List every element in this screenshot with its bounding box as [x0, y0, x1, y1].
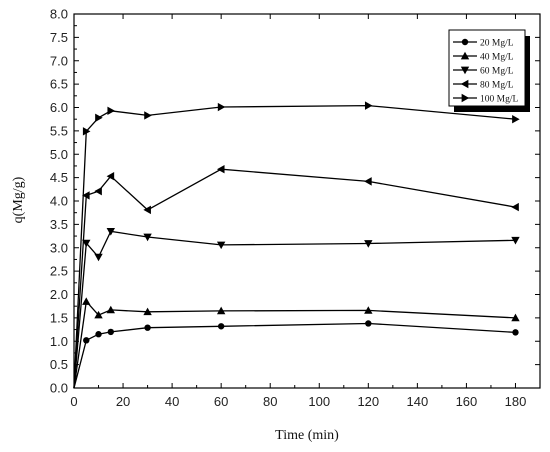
data-point: [144, 111, 152, 120]
data-point: [95, 331, 102, 338]
series-layer: [73, 101, 520, 389]
series-line: [73, 300, 516, 389]
data-point: [512, 329, 519, 336]
legend: 20 Mg/L 40 Mg/L 60 Mg/L 80 Mg/L 100 Mg/L: [448, 29, 530, 112]
data-point: [364, 101, 373, 110]
y-tick-label: 7.5: [50, 30, 68, 45]
y-tick-label: 1.5: [50, 310, 68, 325]
data-point: [217, 102, 226, 112]
x-tick-label: 120: [357, 394, 379, 409]
x-axis: 0 20 40 60 80 100 120 140 160 180: [70, 14, 541, 409]
data-point: [106, 228, 115, 236]
data-point: [216, 306, 226, 315]
x-tick-label: 140: [407, 394, 429, 409]
y-tick-label: 4.5: [50, 170, 68, 185]
series-5: [73, 101, 520, 389]
legend-label: 80 Mg/L: [480, 81, 514, 91]
x-tick-label: 0: [70, 394, 77, 409]
series-4: [73, 165, 519, 389]
data-point: [95, 113, 103, 122]
data-point: [364, 177, 372, 186]
legend-label: 60 Mg/L: [480, 67, 514, 77]
legend-marker: [461, 38, 469, 46]
data-point: [217, 323, 225, 330]
data-point: [94, 253, 103, 262]
legend-marker: [460, 79, 469, 89]
data-point: [82, 239, 91, 248]
y-tick-label: 4.0: [50, 194, 68, 209]
data-point: [364, 306, 373, 314]
y-tick-label: 1.0: [50, 334, 68, 349]
x-tick-label: 100: [308, 394, 330, 409]
data-point: [216, 241, 226, 250]
legend-label: 100 Mg/L: [480, 95, 518, 105]
y-tick-label: 7.0: [50, 53, 68, 68]
data-point: [216, 165, 225, 174]
data-point: [107, 106, 115, 115]
series-3: [73, 228, 520, 389]
y-tick-label: 5.0: [50, 147, 68, 162]
series-2: [73, 297, 520, 389]
data-point: [106, 305, 115, 314]
data-point: [83, 337, 90, 344]
data-point: [94, 186, 102, 196]
data-point: [143, 205, 151, 215]
y-axis: 0.0 0.5 1.0 1.5 2.0 2.5 3.0 3.5 4.0 4.5 5.0 5.5 6.0 6…: [50, 7, 540, 396]
legend-item: 60 Mg/L: [453, 67, 514, 77]
legend-item: 80 Mg/L: [453, 79, 514, 91]
data-point: [143, 233, 152, 242]
legend-marker: [460, 66, 470, 75]
series-line: [73, 168, 516, 389]
y-tick-label: 2.5: [50, 264, 68, 279]
data-point: [106, 172, 115, 181]
legend-label: 20 Mg/L: [480, 39, 514, 49]
y-tick-label: 6.0: [50, 100, 68, 115]
legend-item: 20 Mg/L: [453, 39, 514, 49]
legend-label: 40 Mg/L: [480, 53, 514, 63]
legend-marker: [460, 51, 470, 60]
data-point: [144, 324, 151, 331]
data-point: [511, 202, 519, 212]
y-tick-label: 2.0: [50, 287, 68, 302]
data-point: [511, 313, 520, 322]
series-line: [73, 322, 516, 389]
x-tick-label: 60: [214, 394, 228, 409]
legend-marker: [461, 93, 470, 103]
data-point: [512, 114, 520, 124]
data-point: [107, 328, 114, 336]
x-tick-label: 20: [116, 394, 130, 409]
data-point: [365, 320, 372, 327]
x-tick-label: 160: [456, 394, 478, 409]
y-tick-label: 5.5: [50, 123, 68, 138]
y-tick-label: 8.0: [50, 7, 68, 22]
legend-item: 40 Mg/L: [453, 51, 514, 63]
y-tick-label: 3.5: [50, 217, 68, 232]
series-line: [73, 230, 516, 389]
x-axis-label: Time (min): [275, 428, 339, 443]
y-tick-label: 0.5: [50, 357, 68, 372]
data-point: [143, 307, 152, 316]
y-tick-label: 0.0: [50, 381, 68, 396]
x-tick-label: 80: [263, 394, 277, 409]
data-point: [82, 297, 91, 305]
x-tick-label: 40: [165, 394, 179, 409]
data-point: [82, 191, 90, 200]
data-point: [94, 310, 103, 319]
legend-item: 100 Mg/L: [453, 93, 518, 105]
series-1: [73, 320, 519, 389]
y-tick-label: 6.5: [50, 77, 68, 92]
x-tick-label: 180: [505, 394, 527, 409]
data-point: [82, 127, 91, 136]
y-tick-label: 3.0: [50, 240, 68, 255]
data-point: [511, 236, 520, 245]
y-axis-label: q(Mg/g): [11, 176, 26, 223]
series-line: [73, 104, 516, 389]
data-point: [364, 240, 373, 248]
